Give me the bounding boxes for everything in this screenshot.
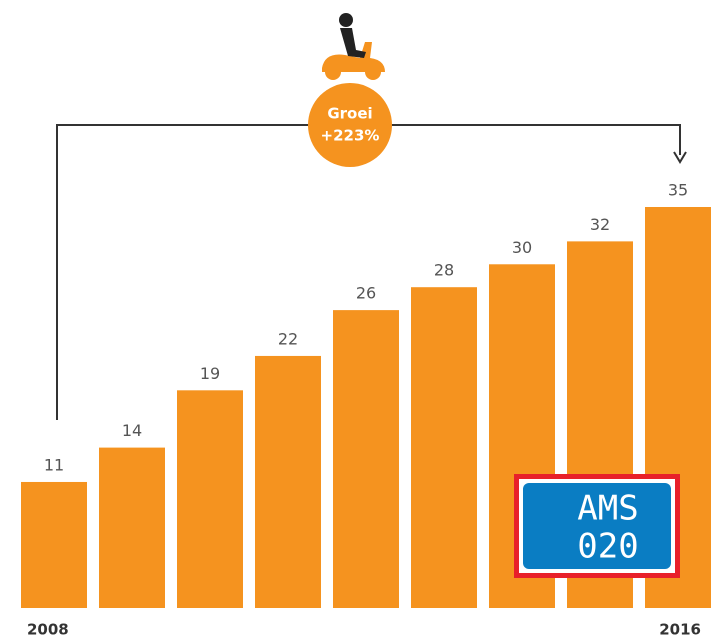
value-label: 35 bbox=[668, 181, 688, 200]
growth-value: +223% bbox=[321, 127, 380, 145]
value-label: 30 bbox=[512, 238, 532, 257]
sign-line-2: 020 bbox=[577, 527, 638, 567]
sign-line-1: AMS bbox=[577, 489, 638, 529]
value-label: 19 bbox=[200, 364, 220, 383]
bar bbox=[333, 310, 399, 608]
ams-sign: AMS 020 bbox=[514, 474, 680, 578]
value-label: 11 bbox=[44, 455, 64, 474]
bar bbox=[99, 447, 165, 608]
value-label: 32 bbox=[590, 215, 610, 234]
growth-label: Groei bbox=[327, 105, 372, 123]
value-label: 22 bbox=[278, 329, 298, 348]
value-label: 28 bbox=[434, 261, 454, 280]
scooter-icon bbox=[322, 13, 385, 80]
bar bbox=[21, 481, 87, 608]
arrow bbox=[673, 151, 687, 164]
bar bbox=[255, 355, 321, 608]
bar bbox=[411, 287, 477, 608]
bar bbox=[177, 390, 243, 608]
value-label: 14 bbox=[122, 421, 142, 440]
value-label: 26 bbox=[356, 284, 376, 303]
x-tick-label: 2016 bbox=[659, 621, 701, 639]
x-tick-label: 2008 bbox=[27, 621, 69, 639]
growth-badge bbox=[308, 83, 392, 167]
